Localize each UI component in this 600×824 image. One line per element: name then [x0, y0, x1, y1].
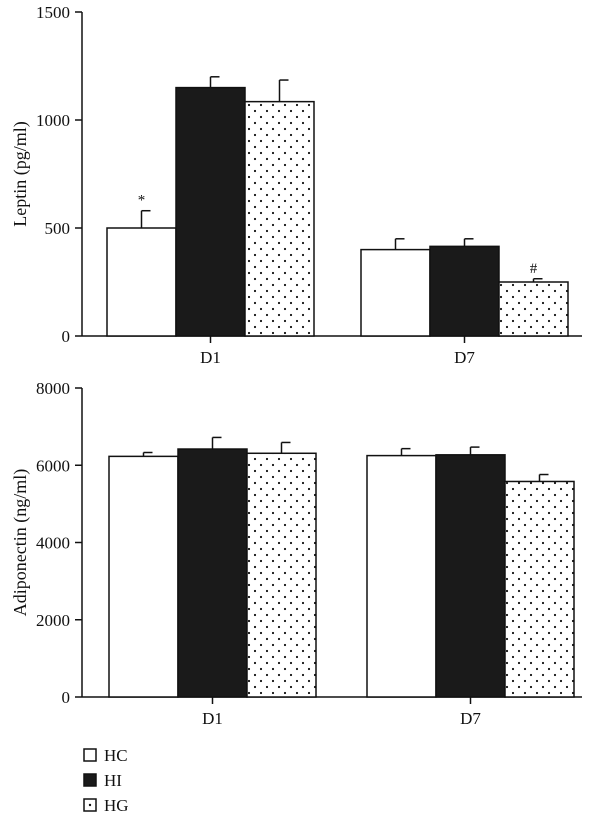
- legend-swatch-dot: [88, 803, 92, 807]
- y-tick-label: 8000: [36, 379, 70, 398]
- bar-hc: [106, 227, 177, 337]
- x-tick-label: D7: [460, 709, 481, 728]
- bar-hi: [435, 454, 506, 698]
- legend-item-hc: HC: [83, 746, 128, 765]
- x-tick-label: D7: [454, 348, 475, 367]
- y-tick-label: 0: [62, 327, 71, 346]
- legend: HC HI HG: [83, 746, 129, 815]
- bar-hi: [177, 448, 248, 698]
- y-axis-title: Adiponectin (ng/ml): [10, 469, 31, 616]
- leptin-chart: Leptin (pg/ml) 0 500 1000 1500 * D1 # D7: [10, 3, 582, 367]
- y-tick-label: 500: [45, 219, 71, 238]
- y-tick-label: 1000: [36, 111, 70, 130]
- bar-hi: [175, 86, 246, 337]
- significance-marker: *: [138, 193, 146, 209]
- y-tick-label: 4000: [36, 534, 70, 553]
- y-tick-label: 1500: [36, 3, 70, 22]
- bar-hc: [366, 454, 437, 698]
- legend-label-hc: HC: [104, 746, 128, 765]
- bar-hc: [108, 455, 179, 698]
- bar-hg: [498, 281, 569, 337]
- bar-hc: [360, 248, 431, 337]
- legend-swatch-hc: [83, 748, 97, 762]
- y-tick-label: 2000: [36, 611, 70, 630]
- adiponectin-chart: Adiponectin (ng/ml) 0 2000 4000 6000 8000 D1 D…: [10, 379, 582, 728]
- y-tick-label: 6000: [36, 456, 70, 475]
- legend-label-hg: HG: [104, 796, 129, 815]
- bar-hg: [244, 100, 315, 337]
- legend-swatch-hi: [83, 773, 97, 787]
- bar-hg: [504, 480, 575, 698]
- significance-marker: #: [530, 261, 538, 277]
- legend-item-hg: HG: [83, 796, 129, 815]
- x-tick-label: D1: [202, 709, 223, 728]
- bar-hi: [429, 245, 500, 337]
- y-axis-title: Leptin (pg/ml): [10, 121, 31, 226]
- y-tick-label: 0: [62, 688, 71, 707]
- legend-item-hi: HI: [83, 771, 122, 790]
- legend-label-hi: HI: [104, 771, 122, 790]
- bar-hg: [246, 452, 317, 698]
- x-tick-label: D1: [200, 348, 221, 367]
